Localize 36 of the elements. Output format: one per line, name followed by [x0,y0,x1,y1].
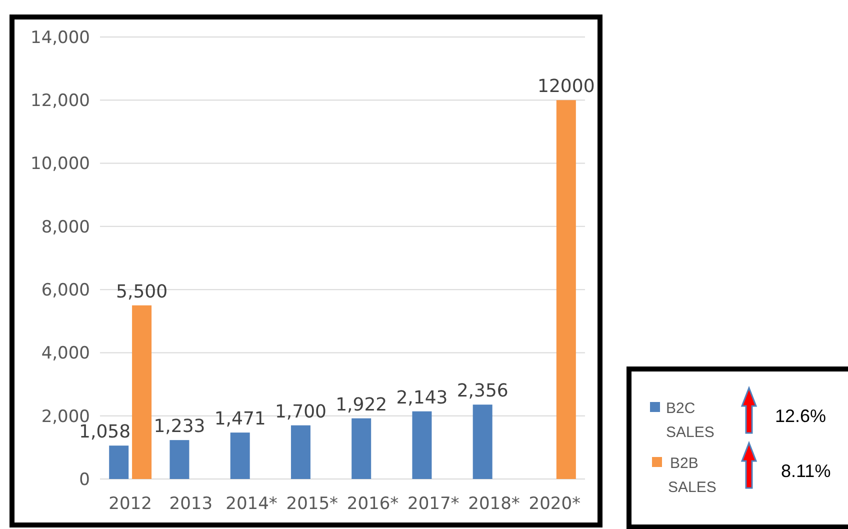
bar [109,446,129,479]
text: 8.11% [781,461,831,481]
y-tick-label: 6,000 [41,280,90,301]
x-tick-label: 2013 [169,494,213,514]
text: 12.6% [775,406,826,426]
x-tick-label: 2016* [346,494,399,514]
data-label: 12000 [538,76,595,98]
data-label: 1,700 [274,401,326,422]
bar [556,100,576,479]
bar [230,432,250,479]
y-tick-label: 14,000 [30,28,90,48]
bar [132,305,152,479]
y-tick-label: 4,000 [41,344,90,364]
x-tick-label: 2018* [468,494,520,514]
data-label: 5,500 [116,281,168,302]
bar [170,440,190,479]
y-tick-label: 10,000 [30,154,90,174]
x-tick-label: 2015* [286,494,338,514]
legend-label: B2C SALES [666,400,714,441]
x-tick-label: 2017* [408,494,460,514]
bar [290,425,310,479]
y-tick-label: 12,000 [30,91,90,112]
x-tick-label: 2012 [108,494,152,514]
y-tick-label: 8,000 [41,217,90,238]
legend-label: B2B SALES [668,455,716,496]
bar [352,418,372,479]
y-tick-label: 0 [79,470,90,490]
bar [412,411,432,479]
data-label: 2,143 [396,387,448,408]
data-label: 1,471 [214,408,266,430]
bar [472,404,492,479]
data-label: 2,356 [456,380,508,402]
data-label: 1,233 [154,416,206,438]
x-tick-label: 2014* [226,494,278,514]
data-label: 1,922 [336,394,388,416]
x-tick-label: 2020* [528,494,581,514]
